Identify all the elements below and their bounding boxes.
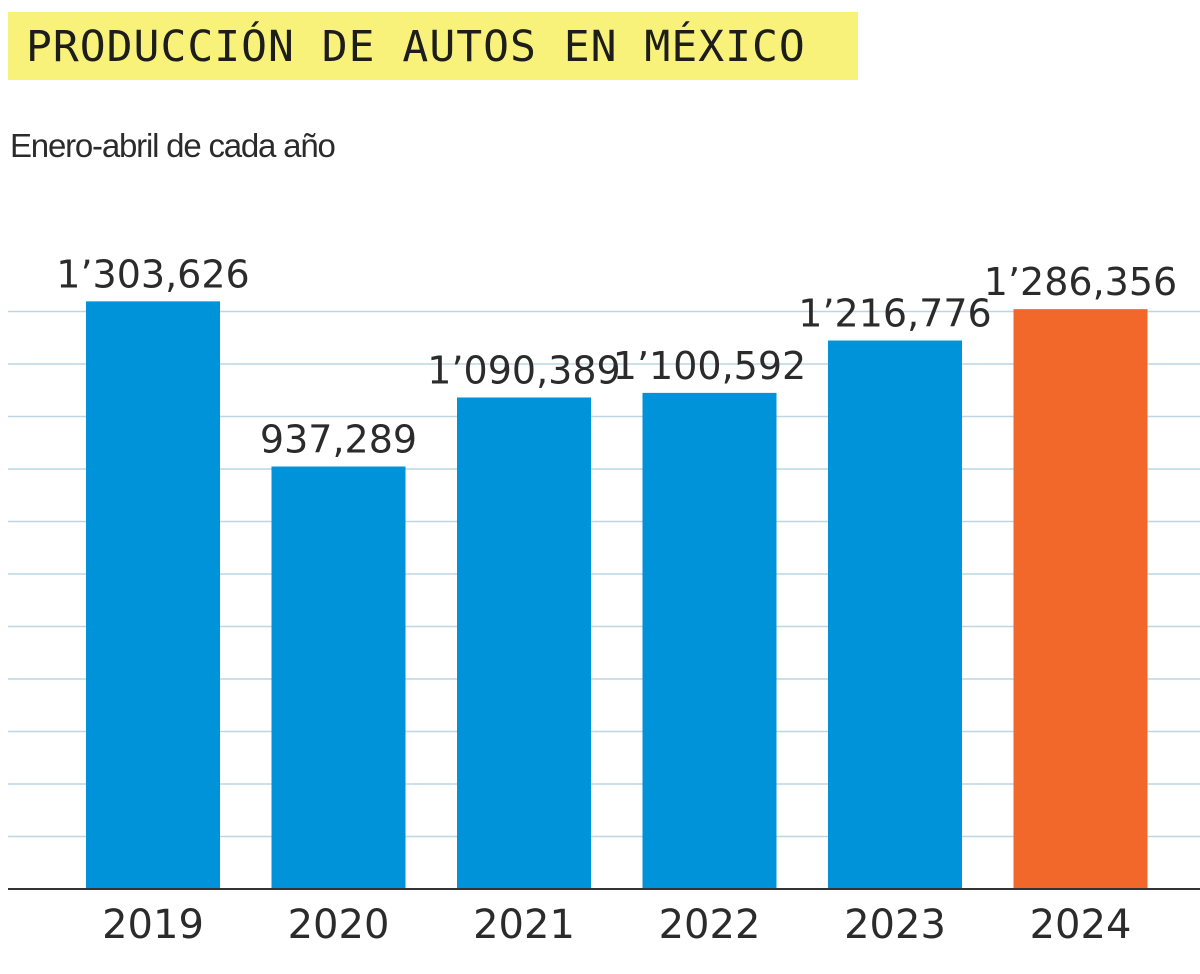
category-label-2024: 2024	[1030, 902, 1132, 948]
bar-2024	[1013, 309, 1148, 890]
bar-2020	[271, 466, 406, 889]
value-label-2023: 1’216,776	[798, 292, 991, 336]
value-label-2024: 1’286,356	[984, 260, 1177, 304]
bar-2023	[828, 340, 962, 889]
category-label-2019: 2019	[102, 902, 204, 948]
value-label-2020: 937,289	[260, 417, 417, 461]
title-banner: PRODUCCIÓN DE AUTOS EN MÉXICO	[8, 12, 858, 80]
bar-2021	[457, 397, 591, 889]
category-label-2022: 2022	[659, 902, 761, 948]
bar-2022	[642, 392, 777, 889]
value-label-2022: 1’100,592	[613, 344, 806, 388]
value-label-2019: 1’303,626	[56, 252, 249, 296]
bar-2019	[86, 301, 220, 890]
chart-subtitle: Enero-abril de cada año	[10, 127, 336, 164]
category-label-2021: 2021	[473, 902, 575, 948]
chart-title: PRODUCCIÓN DE AUTOS EN MÉXICO	[26, 22, 806, 72]
bars	[86, 301, 1148, 890]
value-label-2021: 1’090,389	[427, 348, 620, 392]
category-labels: 2019 2020 2021 2022 2023 2024	[102, 902, 1131, 948]
category-label-2020: 2020	[288, 902, 390, 948]
category-label-2023: 2023	[844, 902, 946, 948]
